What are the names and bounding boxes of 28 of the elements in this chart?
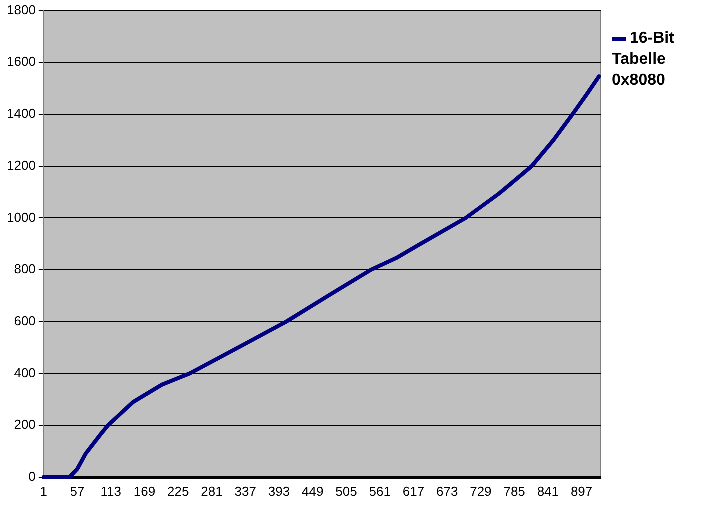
y-tick-label: 600: [14, 313, 36, 328]
y-tick-label: 1000: [7, 210, 36, 225]
y-tick-label: 1600: [7, 54, 36, 70]
x-tick-label: 281: [201, 484, 223, 499]
x-tick-label: 505: [336, 484, 358, 499]
y-tick-label: 200: [14, 417, 36, 432]
x-tick-label: 169: [134, 484, 156, 499]
x-tick-label: 841: [537, 484, 560, 499]
x-tick-label: 337: [234, 484, 256, 499]
x-tick-label: 785: [504, 484, 526, 499]
x-tick-label: 393: [268, 484, 290, 499]
x-tick-label: 449: [302, 484, 324, 499]
x-tick-label: 729: [470, 484, 492, 499]
x-tick-label: 225: [168, 484, 190, 499]
x-tick-label: 561: [369, 484, 391, 499]
legend-label: 16-Bit Tabelle 0x8080: [612, 29, 676, 91]
x-tick-label: 57: [70, 484, 85, 499]
x-tick-label: 113: [100, 484, 122, 499]
x-tick-label: 897: [570, 484, 593, 499]
y-tick-label: 1400: [7, 106, 36, 122]
y-tick-label: 1800: [7, 2, 36, 18]
y-tick-label: 400: [14, 365, 36, 380]
x-tick-label: 673: [436, 484, 458, 499]
y-tick-label: 0: [28, 468, 36, 484]
x-tick-label: 617: [402, 484, 425, 499]
y-tick-label: 800: [14, 262, 36, 277]
x-tick-label: 1: [40, 484, 48, 499]
y-tick-label: 1200: [7, 158, 36, 173]
